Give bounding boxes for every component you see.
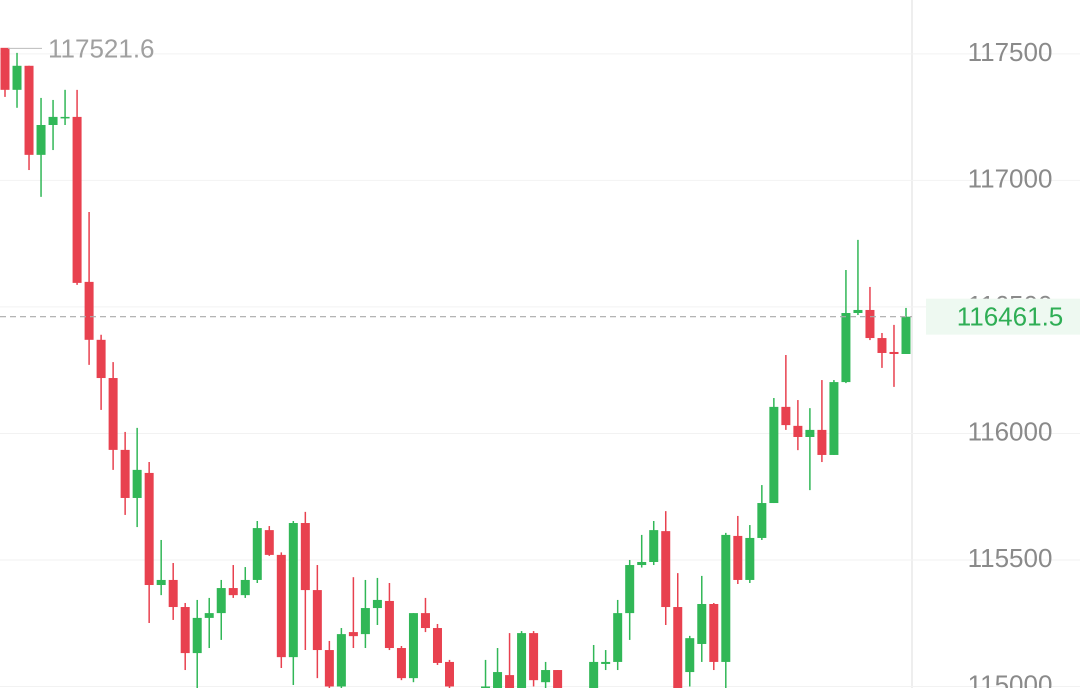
candle-body bbox=[673, 607, 683, 688]
candle-body bbox=[709, 603, 719, 662]
candle-body bbox=[84, 281, 94, 340]
candle-body bbox=[372, 599, 382, 609]
candle-body bbox=[156, 579, 166, 586]
candle-body bbox=[420, 613, 430, 629]
candle-body bbox=[168, 579, 178, 608]
candle-body bbox=[204, 613, 214, 618]
overlay: 117521.6 116461.5 bbox=[0, 33, 1080, 335]
candle-body bbox=[288, 523, 298, 658]
candle-body bbox=[360, 608, 370, 635]
candle-body bbox=[240, 579, 250, 596]
candle-body bbox=[312, 590, 322, 651]
candle-body bbox=[60, 116, 70, 119]
candle-body bbox=[865, 309, 875, 339]
candle-body bbox=[24, 65, 34, 155]
candle-body bbox=[505, 675, 515, 688]
candle-body bbox=[300, 523, 310, 591]
candle-body bbox=[517, 633, 527, 688]
last-price-label: 116461.5 bbox=[957, 302, 1064, 332]
candle-body bbox=[553, 670, 563, 688]
y-tick-label: 116000 bbox=[968, 416, 1053, 446]
candle-body bbox=[264, 530, 274, 555]
candle-body bbox=[348, 632, 358, 637]
candle-body bbox=[432, 628, 442, 663]
y-tick-label: 117000 bbox=[968, 163, 1053, 193]
candle-body bbox=[613, 613, 623, 662]
candle-body bbox=[733, 535, 743, 580]
candle-body bbox=[120, 449, 130, 498]
y-tick-label: 117500 bbox=[968, 37, 1053, 67]
candle-body bbox=[637, 561, 647, 566]
candle-body bbox=[96, 339, 106, 379]
candles bbox=[0, 47, 911, 688]
grid: 115000115500116000116500117000117500 bbox=[0, 37, 1080, 688]
candle-body bbox=[901, 316, 911, 354]
candle-body bbox=[721, 534, 731, 662]
candle-body bbox=[661, 531, 671, 608]
candle-body bbox=[481, 686, 491, 688]
candle-body bbox=[757, 503, 767, 538]
candle-body bbox=[216, 588, 226, 614]
candle-body bbox=[144, 472, 154, 586]
candle-body bbox=[745, 537, 755, 580]
candle-body bbox=[396, 648, 406, 679]
candle-body bbox=[132, 469, 142, 498]
candle-body bbox=[228, 588, 238, 596]
candle-body bbox=[408, 613, 418, 679]
candle-body bbox=[817, 429, 827, 455]
candle-body bbox=[697, 603, 707, 644]
y-tick-label: 115000 bbox=[968, 669, 1053, 688]
candle-body bbox=[336, 634, 346, 687]
high-marker-label: 117521.6 bbox=[48, 33, 155, 63]
candle-body bbox=[0, 47, 10, 90]
candle-body bbox=[769, 406, 779, 504]
candle-body bbox=[48, 116, 58, 125]
candle-body bbox=[384, 600, 394, 649]
candle-body bbox=[444, 661, 454, 687]
candle-body bbox=[192, 617, 202, 654]
candle-body bbox=[108, 378, 118, 450]
candle-body bbox=[841, 313, 851, 383]
candle-body bbox=[12, 65, 22, 90]
candle-body bbox=[805, 429, 815, 437]
candle-body bbox=[889, 351, 899, 354]
candle-body bbox=[625, 565, 635, 614]
last-price-box bbox=[926, 298, 1080, 335]
candle-body bbox=[541, 670, 551, 683]
candle-body bbox=[685, 638, 695, 673]
candle-body bbox=[589, 661, 599, 688]
candle-body bbox=[877, 338, 887, 353]
candle-body bbox=[276, 554, 286, 658]
candle-body bbox=[72, 116, 82, 283]
candle-body bbox=[781, 406, 791, 426]
candle-body bbox=[36, 124, 46, 155]
candle-body bbox=[829, 382, 839, 455]
candle-body bbox=[649, 530, 659, 562]
candle-body bbox=[493, 672, 503, 688]
candle-body bbox=[252, 528, 262, 580]
candle-body bbox=[324, 650, 334, 687]
candle-body bbox=[793, 425, 803, 437]
candle-body bbox=[180, 607, 190, 654]
y-tick-label: 115500 bbox=[968, 543, 1053, 573]
candle-body bbox=[853, 309, 863, 314]
candle-body bbox=[601, 661, 611, 664]
candle-body bbox=[529, 633, 539, 681]
